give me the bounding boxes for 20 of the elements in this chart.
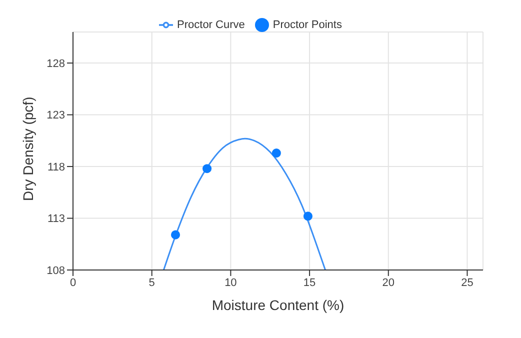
y-tick-label: 123 <box>46 110 65 122</box>
y-tick-label: 128 <box>46 58 65 70</box>
x-tick-label: 20 <box>382 276 395 289</box>
legend-label: Proctor Curve <box>177 18 245 31</box>
y-tick-label: 108 <box>46 264 65 277</box>
x-tick-label: 5 <box>148 276 155 289</box>
x-axis-title: Moisture Content (%) <box>212 297 344 313</box>
legend-label: Proctor Points <box>272 18 342 31</box>
y-tick-label: 118 <box>47 161 65 174</box>
point <box>303 212 312 221</box>
line-series <box>162 138 326 270</box>
x-tick-label: 0 <box>70 276 76 289</box>
point <box>202 164 212 174</box>
y-axis-title: Dry Density (pcf) <box>20 96 36 201</box>
x-tick-label: 25 <box>461 276 474 289</box>
y-tick-label: 113 <box>47 213 65 226</box>
x-tick-label: 10 <box>224 276 237 289</box>
x-tick-label: 15 <box>303 276 316 289</box>
point <box>170 230 180 240</box>
point <box>272 148 281 158</box>
